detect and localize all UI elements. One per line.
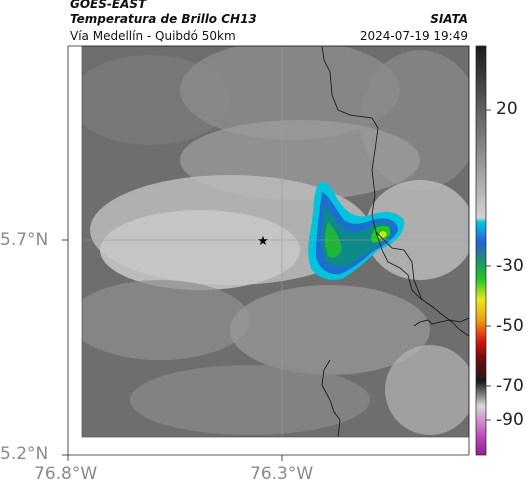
cloud-field bbox=[82, 46, 469, 437]
satellite-name: GOES-EAST bbox=[70, 0, 147, 11]
lon-label: 76.3°W bbox=[250, 464, 314, 484]
colorbar-ticks bbox=[486, 109, 491, 421]
timestamp: 2024-07-19 19:49 bbox=[359, 29, 468, 43]
star-icon: ★ bbox=[257, 234, 269, 249]
product-name: Temperatura de Brillo CH13 bbox=[70, 12, 257, 26]
region-name: Vía Medellín - Quibdó 50km bbox=[70, 29, 236, 43]
colorbar-label: -90 bbox=[496, 410, 524, 430]
colorbar-label: -30 bbox=[496, 256, 524, 276]
colorbar bbox=[475, 45, 487, 456]
lat-label: 5.2°N bbox=[0, 444, 49, 464]
lon-label: 76.8°W bbox=[34, 464, 98, 484]
colorbar-label: 20 bbox=[496, 99, 518, 119]
lat-label: 5.7°N bbox=[0, 230, 49, 250]
border-lines bbox=[321, 46, 469, 437]
colorbar-label: -50 bbox=[496, 316, 524, 336]
organization-name: SIATA bbox=[430, 12, 468, 26]
colorbar-label: -70 bbox=[496, 376, 524, 396]
